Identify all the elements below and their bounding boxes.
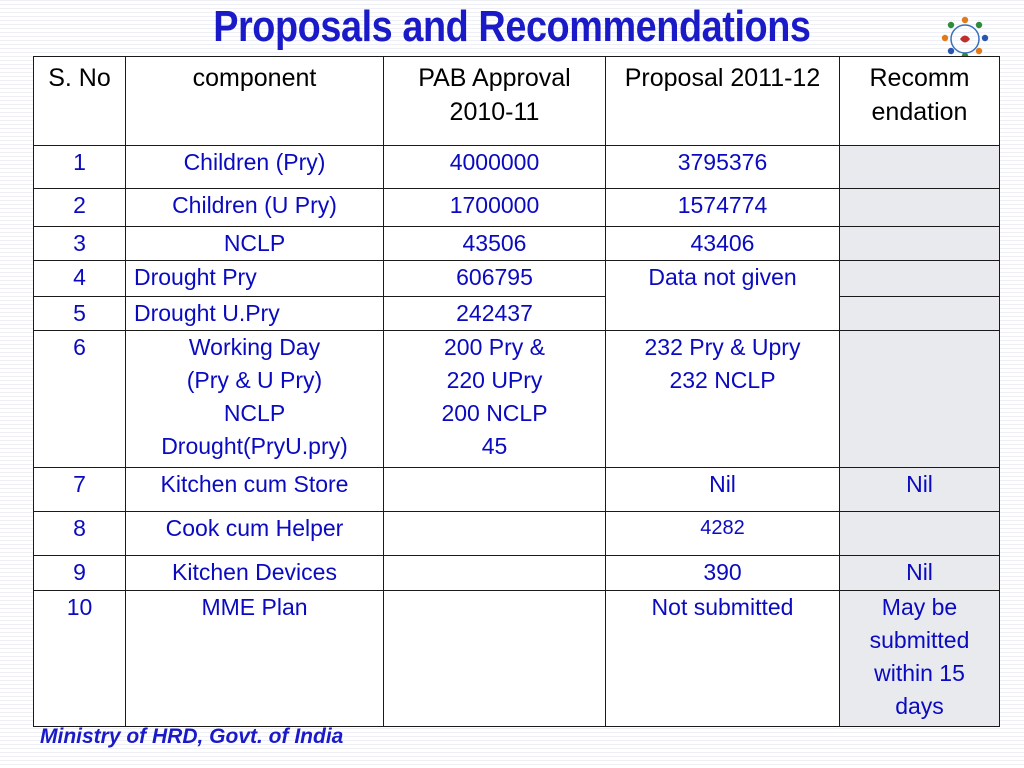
cell-pab xyxy=(383,555,606,591)
header-pab-approval: PAB Approval 2010-11 xyxy=(383,56,606,146)
cell-component: Working Day (Pry & U Pry) NCLP Drought(P… xyxy=(125,330,384,468)
cell-pab: 43506 xyxy=(383,226,606,261)
table-row: 8 Cook cum Helper 4282 xyxy=(33,511,1000,556)
table-row: 3 NCLP 43506 43406 xyxy=(33,226,1000,261)
cell-recommendation xyxy=(839,226,1000,261)
cell-proposal: Data not given xyxy=(605,260,840,331)
header-component: component xyxy=(125,56,384,146)
cell-recommendation xyxy=(839,330,1000,468)
table-row: 2 Children (U Pry) 1700000 1574774 xyxy=(33,188,1000,227)
cell-proposal: Nil xyxy=(605,467,840,512)
table-row: 6 Working Day (Pry & U Pry) NCLP Drought… xyxy=(33,330,1000,468)
cell-sno: 10 xyxy=(33,590,126,727)
cell-component: NCLP xyxy=(125,226,384,261)
cell-recommendation xyxy=(839,296,1000,331)
table-row: 1 Children (Pry) 4000000 3795376 xyxy=(33,145,1000,189)
cell-recommendation xyxy=(839,511,1000,556)
cell-component: Children (U Pry) xyxy=(125,188,384,227)
cell-sno: 8 xyxy=(33,511,126,556)
cell-sno: 6 xyxy=(33,330,126,468)
cell-component: Kitchen Devices xyxy=(125,555,384,591)
cell-sno: 3 xyxy=(33,226,126,261)
cell-pab: 606795 xyxy=(383,260,606,297)
cell-recommendation: Nil xyxy=(839,555,1000,591)
cell-recommendation: Nil xyxy=(839,467,1000,512)
header-proposal: Proposal 2011-12 xyxy=(605,56,840,146)
cell-proposal: 43406 xyxy=(605,226,840,261)
cell-recommendation xyxy=(839,188,1000,227)
table-header-row: S. No component PAB Approval 2010-11 Pro… xyxy=(33,56,1000,146)
cell-proposal: 390 xyxy=(605,555,840,591)
cell-component: Drought Pry xyxy=(125,260,384,297)
table-row: 5 Drought U.Pry 242437 xyxy=(33,296,1000,331)
cell-sno: 9 xyxy=(33,555,126,591)
cell-recommendation xyxy=(839,260,1000,297)
footer-ministry: Ministry of HRD, Govt. of India xyxy=(40,725,344,748)
cell-pab: 4000000 xyxy=(383,145,606,189)
cell-component: Drought U.Pry xyxy=(125,296,384,331)
cell-proposal: 232 Pry & Upry 232 NCLP xyxy=(605,330,840,468)
people-circle-logo-icon xyxy=(941,16,989,60)
cell-component: Children (Pry) xyxy=(125,145,384,189)
table-row: 9 Kitchen Devices 390 Nil xyxy=(33,555,1000,591)
table-row: 10 MME Plan Not submitted May be submitt… xyxy=(33,590,1000,727)
cell-pab xyxy=(383,590,606,727)
cell-pab: 200 Pry & 220 UPry 200 NCLP 45 xyxy=(383,330,606,468)
cell-pab: 1700000 xyxy=(383,188,606,227)
cell-proposal: 4282 xyxy=(605,511,840,556)
cell-component: Cook cum Helper xyxy=(125,511,384,556)
cell-proposal: 1574774 xyxy=(605,188,840,227)
cell-sno: 2 xyxy=(33,188,126,227)
proposals-table: S. No component PAB Approval 2010-11 Pro… xyxy=(33,56,1000,727)
cell-component: Kitchen cum Store xyxy=(125,467,384,512)
cell-sno: 1 xyxy=(33,145,126,189)
table-row: 4 Drought Pry 606795 Data not given xyxy=(33,260,1000,331)
cell-proposal: 3795376 xyxy=(605,145,840,189)
page-title: Proposals and Recommendations xyxy=(213,2,811,51)
header-sno: S. No xyxy=(33,56,126,146)
cell-recommendation xyxy=(839,145,1000,189)
cell-sno: 5 xyxy=(33,296,126,331)
table-row: 7 Kitchen cum Store Nil Nil xyxy=(33,467,1000,512)
cell-pab xyxy=(383,467,606,512)
cell-sno: 7 xyxy=(33,467,126,512)
cell-proposal: Not submitted xyxy=(605,590,840,727)
cell-recommendation: May be submitted within 15 days xyxy=(839,590,1000,727)
header-recommendation: Recomm endation xyxy=(839,56,1000,146)
cell-pab: 242437 xyxy=(383,296,606,331)
cell-component: MME Plan xyxy=(125,590,384,727)
cell-sno: 4 xyxy=(33,260,126,297)
cell-pab xyxy=(383,511,606,556)
